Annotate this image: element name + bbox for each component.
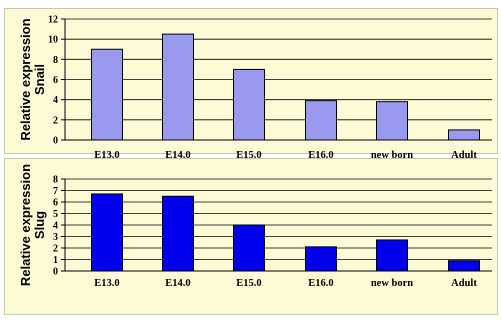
category-label: E16.0	[308, 150, 333, 161]
bar	[305, 246, 337, 272]
y-tick-label: 6	[53, 198, 58, 209]
y-axis-sublabel: Slug	[32, 211, 47, 239]
snail-chart: 0 2 4 6 8 10 12 E13.0 E14.0 E15.0 E16.0 new born Adu…	[18, 15, 492, 161]
bar	[448, 260, 480, 272]
category-label: new born	[371, 278, 413, 289]
y-tick-label: 1	[53, 255, 58, 266]
y-tick-label: 8	[53, 175, 58, 186]
bar	[91, 193, 123, 272]
category-label: E13.0	[94, 150, 119, 161]
bar	[233, 68, 265, 141]
category-label: Adult	[451, 150, 477, 161]
bar	[305, 100, 337, 141]
category-label: new born	[371, 150, 413, 161]
y-tick-label: 6	[53, 75, 58, 86]
category-label: E14.0	[165, 278, 190, 289]
bar	[162, 195, 194, 272]
y-tick-label: 0	[53, 136, 58, 147]
y-tick-label: 7	[53, 186, 58, 197]
bar	[376, 239, 408, 272]
category-label: E16.0	[308, 278, 333, 289]
bar	[233, 224, 265, 272]
y-tick-label: 12	[48, 15, 58, 26]
category-label: E15.0	[236, 278, 261, 289]
y-tick-label: 8	[53, 55, 58, 66]
y-tick-label: 2	[53, 244, 58, 255]
y-tick-label: 3	[53, 232, 58, 243]
y-tick-label: 4	[53, 95, 58, 106]
category-label: Adult	[451, 278, 477, 289]
category-label: E14.0	[165, 150, 190, 161]
y-axis-sublabel: Snail	[32, 64, 47, 95]
y-axis-label: Relative expression	[18, 18, 33, 140]
y-tick-label: 2	[53, 115, 58, 126]
title-strip	[0, 0, 501, 10]
y-tick-label: 0	[53, 267, 58, 278]
bar	[162, 33, 194, 141]
category-label: E15.0	[236, 150, 261, 161]
bar	[448, 129, 480, 141]
y-tick-label: 10	[48, 35, 58, 46]
y-tick-label: 5	[53, 209, 58, 220]
bar	[91, 48, 123, 141]
y-axis-label: Relative expression	[18, 164, 33, 286]
y-tick-label: 4	[53, 221, 58, 232]
category-label: E13.0	[94, 278, 119, 289]
bar	[376, 101, 408, 141]
